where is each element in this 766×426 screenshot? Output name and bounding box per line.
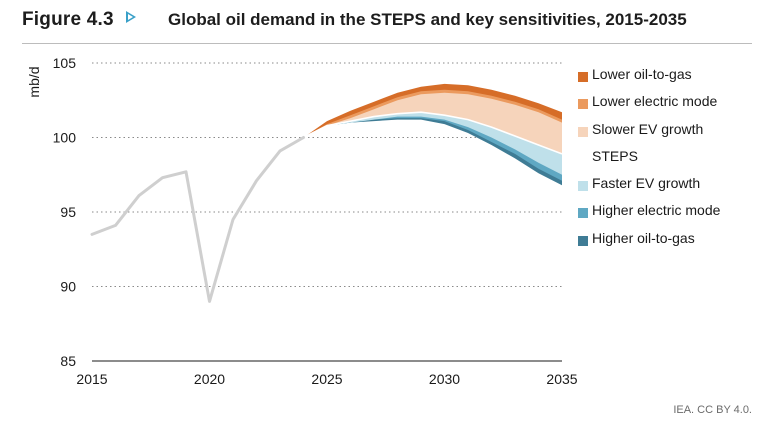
series-lines: [90, 111, 563, 303]
source-credit: IEA. CC BY 4.0.: [673, 404, 752, 416]
x-tick-label: 2025: [311, 371, 342, 387]
header-divider: [22, 43, 752, 44]
y-tick-label: 85: [60, 353, 76, 369]
x-tick-label: 2035: [546, 371, 577, 387]
legend-label: Lower oil-to-gas: [592, 66, 692, 82]
figure-header: Figure 4.3 Global oil demand in the STEP…: [0, 0, 766, 44]
steps-line: [303, 111, 563, 155]
legend-item-steps: STEPS: [578, 148, 758, 175]
y-tick-label: 105: [53, 55, 77, 71]
legend-swatch: [578, 153, 588, 164]
legend-label: STEPS: [592, 147, 638, 164]
legend-swatch: [578, 72, 588, 82]
y-axis-label: mb/d: [26, 66, 42, 97]
chart-legend: Lower oil-to-gas Lower electric mode Slowe…: [578, 66, 758, 257]
band-slower-ev-growth: [303, 92, 562, 154]
legend-swatch: [578, 126, 588, 137]
legend-item-lower-electric-mode: Lower electric mode: [578, 93, 758, 120]
legend-item-higher-oil-to-gas: Higher oil-to-gas: [578, 230, 758, 257]
y-tick-label: 90: [60, 279, 76, 295]
legend-label: Higher electric mode: [592, 202, 721, 219]
figure-arrow-icon: [126, 11, 136, 23]
legend-swatch: [578, 208, 588, 219]
figure-label: Figure 4.3: [22, 9, 114, 30]
legend-label: Slower EV growth: [592, 120, 704, 137]
historical-demand-line: [90, 136, 305, 303]
legend-swatch: [578, 235, 588, 246]
sensitivity-bands: [303, 83, 562, 186]
legend-item-faster-ev-growth: Faster EV growth: [578, 175, 758, 202]
x-tick-label: 2020: [194, 371, 225, 387]
legend-item-slower-ev-growth: Slower EV growth: [578, 121, 758, 148]
axes: 85 90 95 100 105 2015 2020 2025 2030 2035: [53, 55, 578, 387]
legend-label: Higher oil-to-gas: [592, 229, 695, 246]
legend-swatch: [578, 99, 588, 110]
band-faster-ev-growth: [303, 112, 562, 175]
y-tick-label: 100: [53, 130, 77, 146]
legend-item-lower-oil-to-gas: Lower oil-to-gas: [578, 66, 758, 93]
legend-label: Lower electric mode: [592, 93, 718, 110]
x-tick-label: 2015: [76, 371, 107, 387]
legend-swatch: [578, 181, 588, 192]
y-tick-label: 95: [60, 204, 76, 220]
legend-item-higher-electric-mode: Higher electric mode: [578, 202, 758, 229]
x-tick-label: 2030: [429, 371, 460, 387]
figure-title: Global oil demand in the STEPS and key s…: [168, 10, 687, 29]
legend-label: Faster EV growth: [592, 175, 701, 192]
